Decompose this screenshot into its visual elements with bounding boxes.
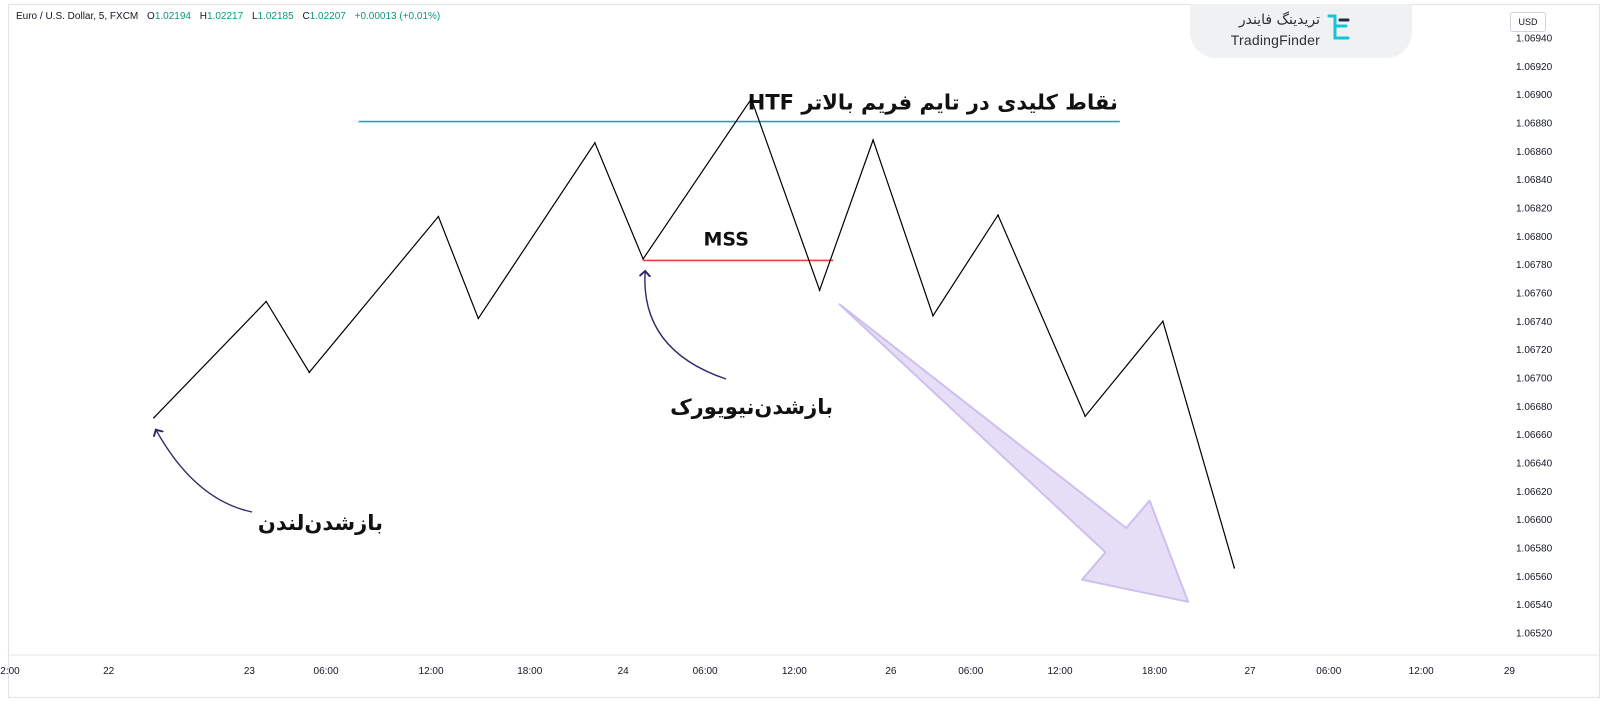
ohlc-close-value: 1.02207 <box>309 11 346 22</box>
price-tick-label: 1.06520 <box>1516 629 1553 640</box>
symbol-legend[interactable]: Euro / U.S. Dollar, 5, FXCM O1.02194 H1.… <box>16 11 446 22</box>
tradingfinder-logo-icon <box>1327 14 1350 40</box>
ohlc-open-label: O <box>147 11 155 22</box>
time-tick-label: 12:00 <box>1047 666 1072 677</box>
price-tick-label: 1.06720 <box>1516 345 1553 356</box>
price-tick-label: 1.06920 <box>1516 62 1553 73</box>
projection-arrow-shape <box>838 303 1190 603</box>
price-tick-label: 1.06800 <box>1516 232 1553 243</box>
price-point <box>265 300 268 303</box>
ohlc-low-value: 1.02185 <box>257 11 294 22</box>
chart-frame <box>8 4 1600 698</box>
price-series <box>153 97 1236 569</box>
time-tick-label: 24 <box>618 666 630 677</box>
time-tick-label: 22 <box>103 666 115 677</box>
price-point <box>308 371 311 374</box>
price-point <box>872 139 874 141</box>
logo-english-text: TradingFinder <box>1230 32 1320 48</box>
time-tick-label: 06:00 <box>693 666 718 677</box>
time-tick-label: 18:00 <box>517 666 542 677</box>
time-tick-label: 06:00 <box>958 666 983 677</box>
price-point <box>750 98 753 100</box>
logo-persian-text: تریدینگ فایندر <box>1238 12 1320 28</box>
time-tick-label: 27 <box>1244 666 1256 677</box>
price-point <box>153 416 155 419</box>
time-tick-label: 29 <box>1504 666 1516 677</box>
time-tick-label: 2:00 <box>0 666 20 677</box>
annotation-label: بازشدن‌نیویورک <box>670 395 833 419</box>
price-tick-label: 1.06620 <box>1516 487 1553 498</box>
currency-button[interactable]: USD <box>1510 12 1546 32</box>
htf-level-label: HTF نقاط کلیدی در تایم فریم بالاتر <box>748 91 1118 115</box>
price-axis[interactable]: 1.06940 1.06920 1.06900 1.06880 1.06860 1.068… <box>1516 34 1553 640</box>
tradingfinder-logo: تریدینگ فایندر TradingFinder <box>1190 4 1412 58</box>
time-tick-label: 23 <box>244 666 256 677</box>
ohlc-open-value: 1.02194 <box>154 11 191 22</box>
price-point <box>642 258 644 260</box>
price-point <box>1162 320 1164 323</box>
ohlc-high-value: 1.02217 <box>207 11 244 22</box>
time-tick-label: 12:00 <box>782 666 807 677</box>
price-tick-label: 1.06860 <box>1516 147 1553 158</box>
time-tick-label: 12:00 <box>1409 666 1434 677</box>
price-tick-label: 1.06600 <box>1516 515 1553 526</box>
ohlc-high-label: H <box>199 11 207 22</box>
price-point <box>594 142 596 144</box>
price-point <box>1084 415 1086 418</box>
levels: HTF نقاط کلیدی در تایم فریم بالاتر MSS <box>358 91 1120 262</box>
annotations: بازشدن‌لندن بازشدن‌نیویورک <box>156 271 833 535</box>
time-tick-label: 06:00 <box>314 666 339 677</box>
price-point <box>932 314 934 317</box>
price-tick-label: 1.06780 <box>1516 260 1553 271</box>
annotation-arrow <box>645 271 727 380</box>
price-change: +0.00013 (+0.01%) <box>354 11 441 22</box>
price-tick-label: 1.06560 <box>1516 572 1553 583</box>
price-point <box>818 289 821 291</box>
price-tick-label: 1.06700 <box>1516 374 1553 385</box>
price-tick-label: 1.06880 <box>1516 119 1553 130</box>
price-tick-label: 1.06940 <box>1516 34 1553 45</box>
price-tick-label: 1.06820 <box>1516 204 1553 215</box>
price-tick-label: 1.06540 <box>1516 600 1553 611</box>
time-tick-label: 12:00 <box>419 666 444 677</box>
annotation-label: بازشدن‌لندن <box>258 511 383 535</box>
price-tick-label: 1.06840 <box>1516 175 1553 186</box>
price-point <box>1233 567 1236 569</box>
price-point <box>997 214 999 216</box>
time-tick-label: 06:00 <box>1316 666 1341 677</box>
price-tick-label: 1.06760 <box>1516 289 1553 300</box>
price-point <box>437 215 440 218</box>
time-tick-label: 18:00 <box>1142 666 1167 677</box>
price-tick-label: 1.06640 <box>1516 459 1553 470</box>
price-tick-label: 1.06740 <box>1516 317 1553 328</box>
ohlc-close-label: C <box>302 11 310 22</box>
projection-arrow <box>838 303 1190 603</box>
price-tick-label: 1.06580 <box>1516 544 1553 555</box>
symbol-name: Euro / U.S. Dollar, 5, FXCM <box>16 11 139 22</box>
mss-level-label: MSS <box>703 228 748 250</box>
price-tick-label: 1.06900 <box>1516 90 1553 101</box>
price-point <box>477 317 480 320</box>
annotation-arrow <box>156 430 253 513</box>
price-tick-label: 1.06680 <box>1516 402 1553 413</box>
time-tick-label: 26 <box>885 666 897 677</box>
ohlc-low-label: L <box>251 11 258 22</box>
price-tick-label: 1.06660 <box>1516 430 1553 441</box>
time-axis[interactable]: 2:00 22 23 06:00 12:00 18:00 24 06:00 12:00 26 06:… <box>0 654 1600 677</box>
